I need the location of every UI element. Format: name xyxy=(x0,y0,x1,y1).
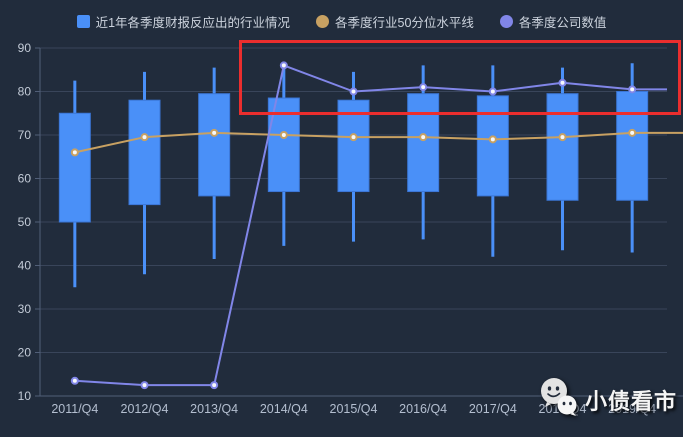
y-axis-label: 60 xyxy=(18,172,32,186)
y-axis-label: 40 xyxy=(18,259,32,273)
x-axis-label: 2011/Q4 xyxy=(51,402,98,416)
legend-label-industry-range: 近1年各季度财报反应出的行业情况 xyxy=(95,15,291,30)
legend-item-company-value[interactable]: 各季度公司数值 xyxy=(499,12,607,31)
x-axis-label: 2017/Q4 xyxy=(469,402,517,416)
legend-label-industry-median: 各季度行业50分位水平线 xyxy=(335,15,474,30)
candle-body xyxy=(407,93,440,193)
line-marker xyxy=(279,61,288,70)
candle-body xyxy=(546,93,579,201)
y-axis-label: 70 xyxy=(18,128,32,142)
legend-item-industry-median[interactable]: 各季度行业50分位水平线 xyxy=(316,12,474,31)
company-line xyxy=(74,64,667,387)
line-marker xyxy=(419,83,428,92)
legend-item-industry-range[interactable]: 近1年各季度财报反应出的行业情况 xyxy=(76,12,291,31)
line-marker xyxy=(279,131,288,139)
y-axis-label: 90 xyxy=(18,41,32,55)
x-axis-label: 2016/Q4 xyxy=(399,402,447,416)
legend-circle-icon xyxy=(499,14,513,28)
line-marker xyxy=(70,148,79,157)
line-marker xyxy=(419,133,428,142)
x-axis-label: 2013/Q4 xyxy=(190,402,238,416)
line-marker xyxy=(70,376,79,385)
y-axis-label: 50 xyxy=(18,215,32,229)
line-marker xyxy=(628,85,637,94)
line-marker xyxy=(140,381,149,390)
watermark-text: 小债看市 xyxy=(584,388,677,414)
watermark: 小债看市 xyxy=(539,376,677,423)
candle-body xyxy=(198,93,231,197)
line-marker xyxy=(140,133,149,142)
x-axis-label: 2019/Q4 xyxy=(608,402,656,416)
line-marker xyxy=(558,133,567,142)
candle-body xyxy=(337,99,370,193)
candle-body xyxy=(128,99,161,206)
line-marker xyxy=(558,78,567,87)
legend-circle-icon xyxy=(316,14,330,28)
line-marker xyxy=(210,381,219,390)
y-axis-label: 10 xyxy=(18,389,32,403)
candle-body xyxy=(58,112,91,223)
x-axis-label: 2015/Q4 xyxy=(330,402,378,416)
candle-body xyxy=(616,91,649,201)
line-marker xyxy=(488,135,497,144)
legend-square-icon xyxy=(76,14,90,28)
chart-legend: 近1年各季度财报反应出的行业情况 各季度行业50分位水平线 各季度公司数值 xyxy=(0,12,683,30)
line-marker xyxy=(488,87,497,96)
line-marker xyxy=(349,87,358,96)
candle-body xyxy=(476,95,509,197)
median-line xyxy=(74,131,683,154)
line-marker xyxy=(210,128,219,137)
x-axis-label: 2012/Q4 xyxy=(121,402,169,416)
y-axis-label: 20 xyxy=(18,346,32,360)
x-axis-label: 2014/Q4 xyxy=(260,402,308,416)
wechat-icon xyxy=(539,376,579,423)
line-marker xyxy=(628,128,637,137)
y-axis-label: 80 xyxy=(18,85,32,99)
line-marker xyxy=(349,133,358,142)
y-axis-label: 30 xyxy=(18,302,32,316)
legend-label-company-value: 各季度公司数值 xyxy=(518,15,607,30)
